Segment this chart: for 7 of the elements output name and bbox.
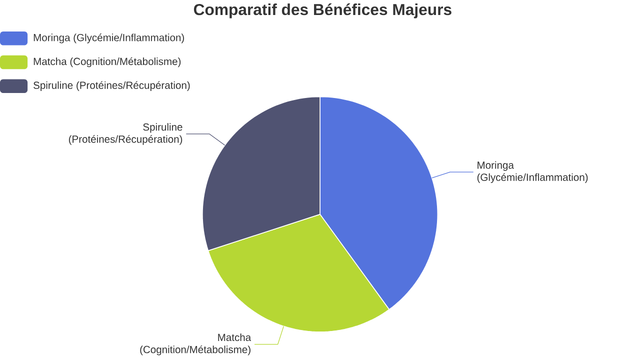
slice-label: Spiruline (Protéines/Récupération) [68, 122, 182, 145]
legend-label: Moringa (Glycémie/Inflammation) [34, 33, 184, 44]
legend-label: Matcha (Cognition/Métabolisme) [34, 57, 181, 67]
slice-label: Matcha (Cognition/Métabolisme) [140, 333, 252, 356]
chart-title: Comparatif des Bénéfices Majeurs [194, 3, 452, 18]
slice-label: Moringa (Glycémie/Inflammation) [477, 161, 588, 183]
legend-label: Spiruline (Protéines/Récupération) [34, 81, 190, 91]
